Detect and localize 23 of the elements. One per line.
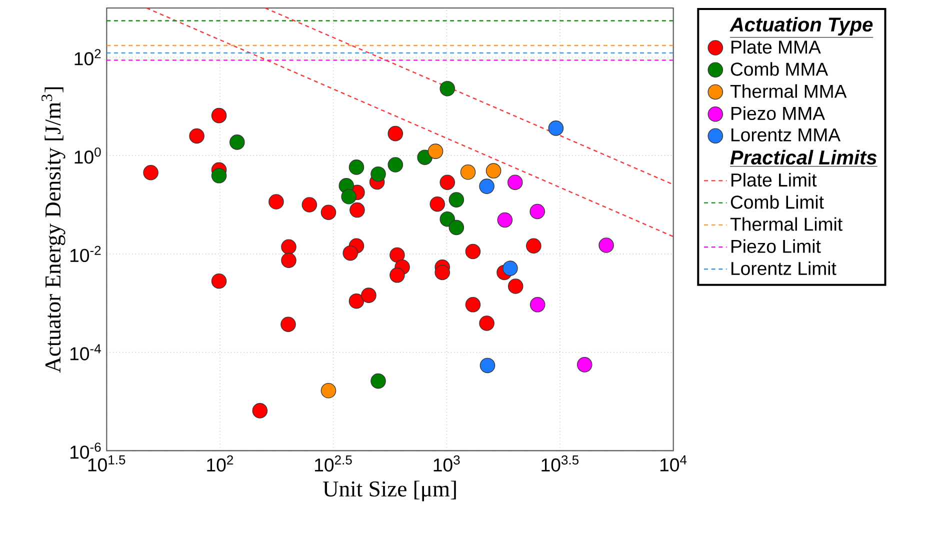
x-axis-title: Unit Size [μm] <box>322 480 456 502</box>
y-tick-label: 10$^{0}$ <box>74 147 101 164</box>
y-axis-title: Actuator Energy Density [J/m$^{3}$] <box>42 87 66 373</box>
y-tick-label: 10$^{-2}$ <box>70 246 101 262</box>
x-tick-label: 10$^{2}$ <box>207 455 233 472</box>
text: Practical Limits <box>730 150 877 165</box>
y-tick-label: 10$^{-4}$ <box>70 344 101 360</box>
legend-label: Lorentz Limit <box>732 261 836 276</box>
legend-label: Lorentz MMA <box>732 128 841 142</box>
legend-label: Thermal Limit <box>730 217 842 231</box>
y-tick-label: 10$^{2}$ <box>74 49 101 66</box>
legend-label: Piezo MMA <box>732 106 826 120</box>
legend-label: Plate MMA <box>732 40 821 54</box>
legend-label: Piezo Limit <box>732 239 821 253</box>
legend-label: Plate Limit <box>732 172 817 187</box>
legend-label: Thermal MMA <box>730 84 847 98</box>
legend-title: Actuation Type <box>730 16 873 36</box>
legend-label: Comb Limit <box>730 195 824 209</box>
x-tick-label: 10$^{2.5}$ <box>315 455 352 472</box>
x-tick-label: 10$^{4}$ <box>660 455 687 472</box>
x-tick-label: 10$^{3}$ <box>434 455 460 472</box>
legend-label: Comb MMA <box>730 62 828 76</box>
x-tick-label: 10$^{3.5}$ <box>542 455 579 472</box>
